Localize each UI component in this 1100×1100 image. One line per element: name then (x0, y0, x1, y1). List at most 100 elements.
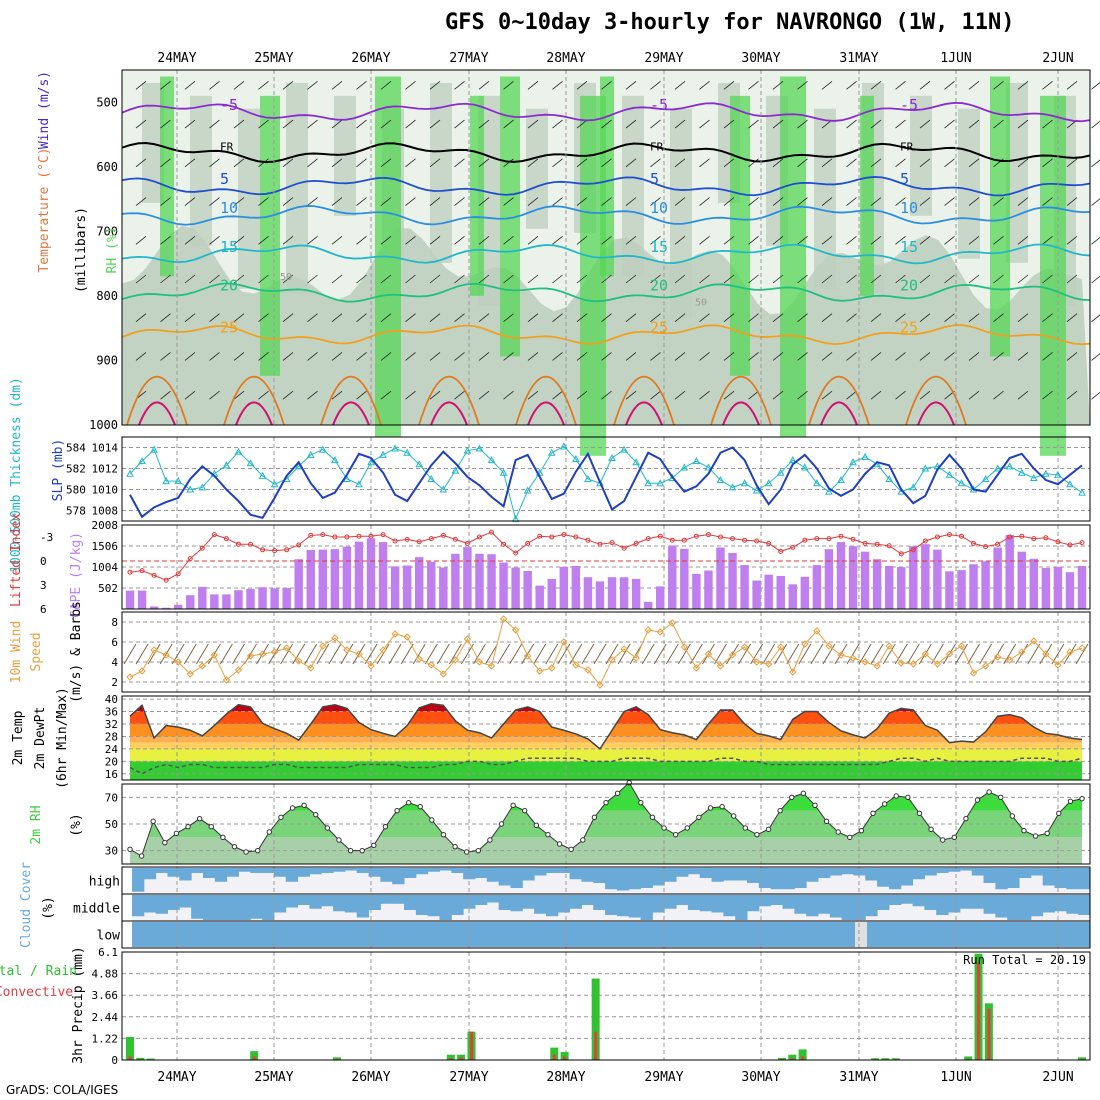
wind-barb (1091, 353, 1100, 361)
wind-barb (209, 158, 220, 168)
wind-barb (919, 390, 931, 400)
isotherm-label: 15 (650, 238, 668, 256)
y-tick-label-left: 584 (66, 442, 86, 455)
axis-label-temp: (6hr Min/Max) (55, 687, 70, 789)
y-tick-label: 6.1 (98, 946, 118, 959)
wind-barb (233, 158, 245, 168)
cape-bar (909, 546, 918, 609)
rh-point (707, 805, 714, 811)
wind-barb (846, 390, 857, 400)
cloud-row-label: high (89, 875, 120, 890)
precip-total-bar (798, 1049, 807, 1060)
wind-barb (160, 352, 171, 361)
cloud-bar (912, 895, 925, 907)
lifted-index-point (127, 569, 133, 575)
wind-barb (478, 274, 490, 284)
wind-speed-point (584, 666, 592, 674)
lifted-index-point (693, 533, 699, 539)
cloud-bar (262, 868, 275, 873)
wind-barb (1091, 391, 1100, 400)
wind-barb (625, 119, 637, 129)
wind-barb-10m (171, 643, 185, 665)
wind-barb (454, 352, 465, 361)
wind-barb (870, 274, 882, 284)
isotherm-loop (710, 375, 772, 426)
y-tick-label: 8 (111, 616, 118, 629)
wind-barb (282, 197, 294, 206)
isotherm-loop-hot (332, 401, 370, 426)
wind-barb (454, 235, 465, 245)
wind-barb (527, 352, 539, 361)
rh-point (173, 830, 180, 837)
lifted-index-point (922, 538, 928, 544)
wind-barb-10m (485, 643, 498, 665)
wind-barb (405, 158, 416, 168)
cape-bar (342, 546, 352, 609)
rh-point (1021, 827, 1027, 834)
lifted-index-point (368, 533, 374, 539)
wind-barb-10m (750, 643, 764, 665)
wind-speed-point (885, 642, 893, 650)
wind-barb (993, 313, 1004, 323)
wind-barb (1042, 352, 1053, 361)
thickness-point (704, 463, 713, 471)
isotherm-loop-hot (235, 401, 273, 426)
wind-barb (331, 197, 343, 206)
wind-barb (478, 158, 490, 168)
cloud-bar (226, 868, 239, 877)
wind-barb (454, 313, 465, 323)
cloud-low-gap (855, 922, 867, 947)
lifted-index-point (585, 537, 591, 543)
rh-green-column (860, 95, 874, 296)
wind-barb (576, 197, 588, 206)
wind-barb (1042, 119, 1053, 129)
thickness-point (885, 474, 894, 482)
rh-point (278, 814, 284, 821)
wind-barb-10m (677, 643, 691, 665)
cloud-bar (1066, 895, 1079, 914)
thickness-point (523, 486, 532, 494)
thickness-point (246, 459, 255, 467)
date-label-bottom: 25MAY (254, 1070, 293, 1085)
rh-gray-patch (334, 95, 356, 216)
wind-speed-line (129, 618, 1083, 686)
wind-barb-10m (388, 643, 402, 665)
rh-point (1067, 798, 1074, 805)
lifted-index-point (416, 539, 422, 545)
rh-point (185, 823, 191, 830)
wind-barb (919, 313, 931, 323)
wind-barb (870, 352, 882, 361)
wind-barb-10m (653, 643, 667, 665)
wind-barb (258, 274, 269, 284)
y-tick-label: 1000 (89, 418, 118, 432)
date-label-top: 1JUN (940, 51, 971, 66)
cape-bar (149, 606, 159, 609)
wind-barb-10m (207, 643, 221, 665)
cape-bar (1017, 551, 1026, 609)
rh-point (301, 802, 307, 809)
y-tick-label: 2 (111, 676, 118, 689)
rh-gray-patch (622, 95, 644, 276)
wind-barb (380, 352, 392, 361)
wind-barb (503, 197, 514, 206)
cape-bar (125, 590, 135, 609)
panel-frame (121, 611, 1091, 693)
cloud-bar (167, 868, 180, 877)
wind-speed-point (548, 664, 556, 672)
cape-bar (704, 570, 713, 609)
wind-barb (233, 81, 245, 90)
wind-barb (478, 313, 490, 323)
wind-barb (552, 313, 563, 323)
wind-barb (184, 235, 196, 245)
y-tick-label: 4.88 (92, 968, 119, 981)
wind-barb (282, 352, 294, 361)
isotherm-line (121, 142, 1091, 164)
thickness-point (499, 468, 508, 476)
wind-barb (233, 313, 245, 323)
date-label-bottom: 26MAY (351, 1070, 390, 1085)
wind-barb (772, 274, 784, 284)
lifted-index-point (392, 538, 398, 544)
wind-barb (650, 235, 661, 245)
cloud-bar (143, 895, 157, 913)
lifted-index-point (766, 540, 772, 546)
